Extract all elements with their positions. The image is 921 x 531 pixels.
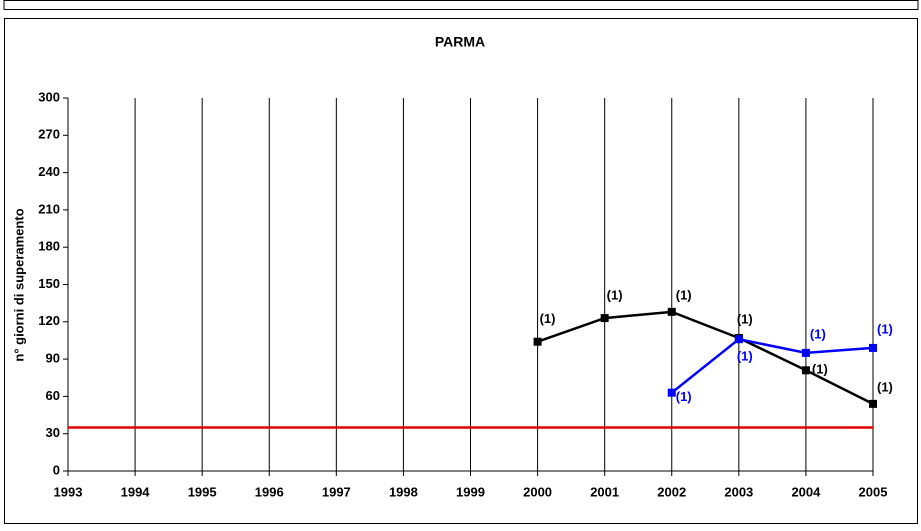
point: [533, 337, 542, 346]
chart-frame: [4, 18, 918, 524]
point: [734, 335, 743, 344]
x-tick-label: 1994: [121, 484, 151, 499]
point-annotation: (1): [810, 326, 826, 341]
point-annotation: (1): [877, 379, 893, 394]
x-tick-label: 2004: [791, 484, 821, 499]
point: [801, 348, 810, 357]
series-line: [670, 337, 874, 394]
point-annotation: (1): [540, 311, 556, 326]
series-line: [537, 310, 874, 405]
x-tick-label: 1998: [389, 484, 418, 499]
point-annotation: (1): [676, 389, 692, 404]
x-tick-label: 1993: [54, 484, 83, 499]
point-annotation: (1): [607, 288, 623, 303]
y-tick-label: 240: [38, 164, 60, 179]
x-tick-label: 2003: [724, 484, 753, 499]
point: [667, 388, 676, 397]
y-tick-label: 210: [38, 201, 60, 216]
y-tick-label: 0: [53, 462, 60, 477]
point-annotation: (1): [877, 321, 893, 336]
point: [600, 314, 609, 323]
chart-title: PARMA: [435, 34, 485, 50]
x-tick-label: 1997: [322, 484, 351, 499]
x-tick-label: 2000: [523, 484, 552, 499]
point-annotation: (1): [737, 349, 753, 364]
point: [869, 343, 877, 352]
x-tick-label: 1996: [255, 484, 284, 499]
y-tick-label: 270: [38, 127, 60, 142]
point: [801, 366, 810, 375]
x-tick-label: 1995: [188, 484, 217, 499]
x-tick-label: 2001: [590, 484, 619, 499]
point-annotation: (1): [737, 311, 753, 326]
x-tick-label: 2002: [657, 484, 686, 499]
x-tick-label: 2005: [859, 484, 888, 499]
point: [667, 307, 676, 316]
y-axis-label: n° giorni di superamento: [11, 208, 26, 361]
top-frame: [3, 0, 919, 10]
y-tick-label: 120: [38, 313, 60, 328]
point-annotation: (1): [676, 287, 692, 302]
y-tick-label: 30: [46, 425, 60, 440]
y-tick-label: 90: [46, 351, 60, 366]
y-tick-label: 60: [46, 388, 60, 403]
y-tick-label: 300: [38, 89, 60, 104]
y-tick-label: 180: [38, 239, 60, 254]
x-tick-label: 1999: [456, 484, 485, 499]
point: [869, 399, 877, 408]
point-annotation: (1): [812, 362, 828, 377]
y-tick-label: 150: [38, 276, 60, 291]
